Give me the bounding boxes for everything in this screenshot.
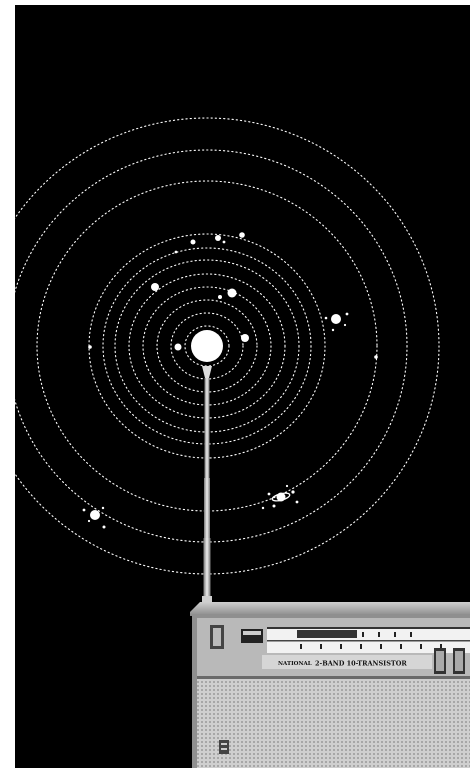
radio-brand-label: NATIONAL	[278, 661, 312, 667]
planet-dot	[174, 250, 178, 254]
planet-icon-lower-left	[82, 506, 106, 529]
radio-model-label: 2-BAND 10-TRANSISTOR	[315, 660, 407, 668]
orbit-ring	[184, 325, 230, 367]
orbit-ring	[102, 247, 312, 445]
planet-dot	[190, 239, 196, 245]
ringed-planet-icon	[261, 484, 299, 510]
orbit-ring	[36, 180, 378, 512]
planet-dot	[215, 235, 221, 241]
planet-dot	[218, 295, 222, 299]
sun-icon	[191, 330, 223, 362]
planet-dot	[222, 240, 226, 244]
planet-dot	[374, 355, 378, 359]
planet-dot	[227, 288, 237, 298]
transistor-radio-icon	[190, 602, 470, 768]
planets	[88, 232, 378, 359]
planet-dot	[239, 232, 245, 238]
planet-dot	[88, 345, 92, 349]
planet-dot	[174, 343, 182, 351]
planet-dot	[241, 334, 249, 342]
antenna	[202, 366, 212, 606]
planet-icon	[324, 312, 349, 332]
planet-dot	[151, 283, 159, 291]
